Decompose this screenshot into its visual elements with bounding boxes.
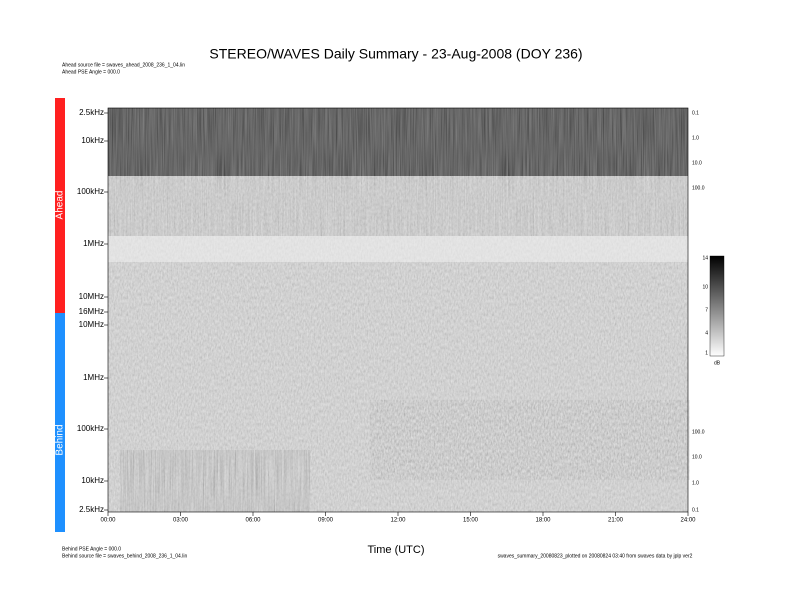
colorbar-tick-label: 10 xyxy=(702,284,708,290)
y-tick-label: 2.5kHz xyxy=(79,108,104,117)
right-tick-label: 1.0 xyxy=(692,480,699,486)
x-tick-label: 18:00 xyxy=(535,518,551,524)
header-note: Ahead source file = swaves_ahead_2008_23… xyxy=(62,62,185,68)
x-tick-label: 00:00 xyxy=(100,518,116,524)
y-tick-label: 10MHz xyxy=(79,320,104,329)
right-tick-label: 10.0 xyxy=(692,160,702,166)
x-tick-label: 03:00 xyxy=(173,518,189,524)
x-axis-label: Time (UTC) xyxy=(367,544,424,556)
right-tick-label: 10.0 xyxy=(692,454,702,460)
y-tick-label: 16MHz xyxy=(79,307,104,316)
header-note: Ahead PSE Angle = 000.0 xyxy=(62,69,120,75)
behind-label: Behind xyxy=(55,424,66,455)
y-tick-label: 1MHz xyxy=(83,239,104,248)
x-tick-label: 21:00 xyxy=(608,518,624,524)
right-tick-label: 100.0 xyxy=(692,185,705,191)
footer-note: Behind source file = swaves_behind_2008_… xyxy=(62,553,187,559)
spectrogram-texture xyxy=(108,108,688,176)
right-tick-label: 1.0 xyxy=(692,135,699,141)
y-tick-label: 10kHz xyxy=(81,476,104,485)
colorbar xyxy=(709,255,725,357)
colorbar-tick-label: 1 xyxy=(705,350,708,356)
colorbar-unit: dB xyxy=(714,360,721,366)
right-tick-label: 0.1 xyxy=(692,507,699,513)
x-tick-label: 09:00 xyxy=(318,518,334,524)
y-tick-label: 100kHz xyxy=(77,187,104,196)
footer-note: Behind PSE Angle = 000.0 xyxy=(62,546,121,552)
y-tick-label: 2.5kHz xyxy=(79,505,104,514)
title: STEREO/WAVES Daily Summary - 23-Aug-2008… xyxy=(209,46,582,62)
spectrogram-texture xyxy=(370,400,690,480)
y-tick-label: 10kHz xyxy=(81,136,104,145)
spectrogram-texture xyxy=(108,176,688,236)
colorbar-tick-label: 7 xyxy=(705,307,708,313)
ahead-bar xyxy=(55,98,65,313)
x-tick-label: 12:00 xyxy=(390,518,406,524)
x-tick-label: 15:00 xyxy=(463,518,479,524)
spectrogram-texture xyxy=(108,108,688,176)
spectrogram-texture xyxy=(120,450,310,512)
colorbar-tick-label: 4 xyxy=(705,330,708,336)
colorbar-tick-label: 14 xyxy=(702,255,708,261)
right-tick-label: 0.1 xyxy=(692,110,699,116)
y-tick-label: 1MHz xyxy=(83,373,104,382)
behind-bar xyxy=(55,313,65,532)
y-tick-label: 100kHz xyxy=(77,424,104,433)
spectrogram-texture xyxy=(108,236,688,262)
x-tick-label: 24:00 xyxy=(680,518,696,524)
ahead-label: Ahead xyxy=(55,191,66,220)
right-tick-label: 100.0 xyxy=(692,429,705,435)
spectrogram xyxy=(107,107,690,513)
x-tick-label: 06:00 xyxy=(245,518,261,524)
footer-note: swaves_summary_20080823_plotted on 20080… xyxy=(498,553,693,559)
y-tick-label: 10MHz xyxy=(79,292,104,301)
